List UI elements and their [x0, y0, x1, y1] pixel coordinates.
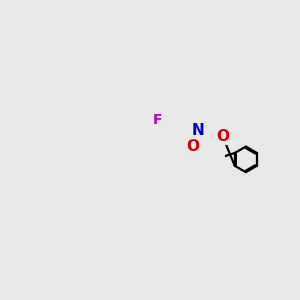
Text: O: O [216, 129, 229, 144]
Text: F: F [153, 113, 162, 127]
Text: O: O [187, 140, 200, 154]
Text: N: N [192, 123, 205, 138]
